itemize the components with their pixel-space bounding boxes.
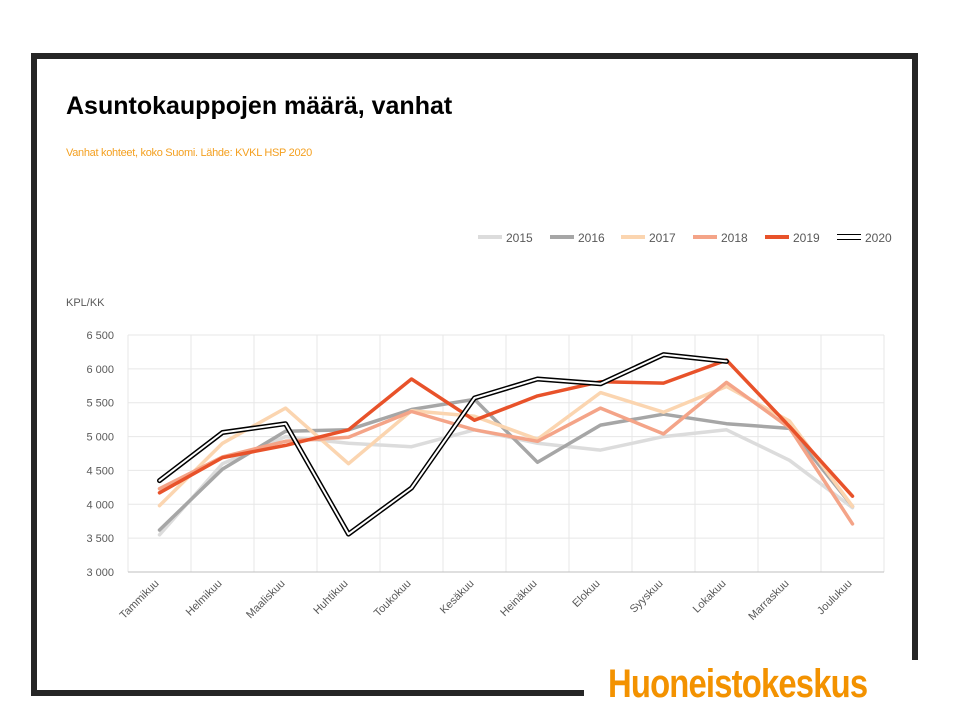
x-tick-label: Kesäkuu (438, 578, 477, 617)
legend-label-2020: 2020 (865, 231, 892, 245)
chart-frame (31, 53, 918, 696)
x-tick-label: Marraskuu (746, 578, 791, 623)
legend-swatch-2015 (478, 235, 502, 239)
y-tick-label: 6 500 (86, 330, 114, 342)
x-tick-label: Lokakuu (691, 578, 729, 616)
y-tick-label: 4 000 (86, 499, 114, 511)
legend-label-2017: 2017 (649, 231, 676, 245)
y-tick-label: 3 500 (86, 533, 114, 545)
y-axis-label: KPL/KK (66, 297, 105, 309)
chart-subtitle: Vanhat kohteet, koko Suomi. Lähde: KVKL … (66, 147, 312, 159)
series-line-2018 (157, 380, 855, 526)
x-tick-label: Heinäkuu (498, 578, 539, 619)
x-tick-label: Maaliskuu (244, 578, 288, 622)
legend-label-2018: 2018 (721, 231, 748, 245)
legend-swatch-2017 (621, 235, 645, 239)
legend-swatch-2020 (837, 234, 861, 240)
x-tick-label: Tammikuu (118, 578, 162, 622)
x-tick-label: Helmikuu (184, 578, 225, 619)
series-line-inner-2020 (158, 353, 728, 536)
y-tick-label: 5 000 (86, 432, 114, 444)
y-tick-label: 5 500 (86, 398, 114, 410)
x-tick-label: Syyskuu (628, 578, 666, 616)
legend-swatch-2016 (550, 235, 574, 239)
series-line-2016 (157, 397, 855, 532)
y-tick-label: 3 000 (86, 567, 114, 579)
series-line-2017 (157, 384, 855, 509)
y-tick-label: 4 500 (86, 465, 114, 477)
x-tick-label: Joulukuu (815, 578, 855, 618)
legend-swatch-2018 (693, 235, 717, 239)
series-line-2019 (157, 358, 855, 498)
legend-label-2019: 2019 (793, 231, 820, 245)
x-tick-label: Toukokuu (372, 578, 414, 620)
legend-label-2015: 2015 (506, 231, 533, 245)
x-tick-label: Elokuu (570, 578, 602, 610)
chart-legend: 2015 2016 2017 2018 2019 2020 (478, 230, 908, 246)
brand-logo: Huoneistokeskus (584, 660, 930, 720)
chart-title: Asuntokauppojen määrä, vanhat (66, 92, 453, 120)
x-tick-label: Huhtikuu (311, 578, 350, 617)
legend-label-2016: 2016 (578, 231, 605, 245)
y-tick-label: 6 000 (86, 364, 114, 376)
legend-swatch-2019 (765, 235, 789, 239)
brand-logo-text: Huoneistokeskus (608, 662, 868, 706)
